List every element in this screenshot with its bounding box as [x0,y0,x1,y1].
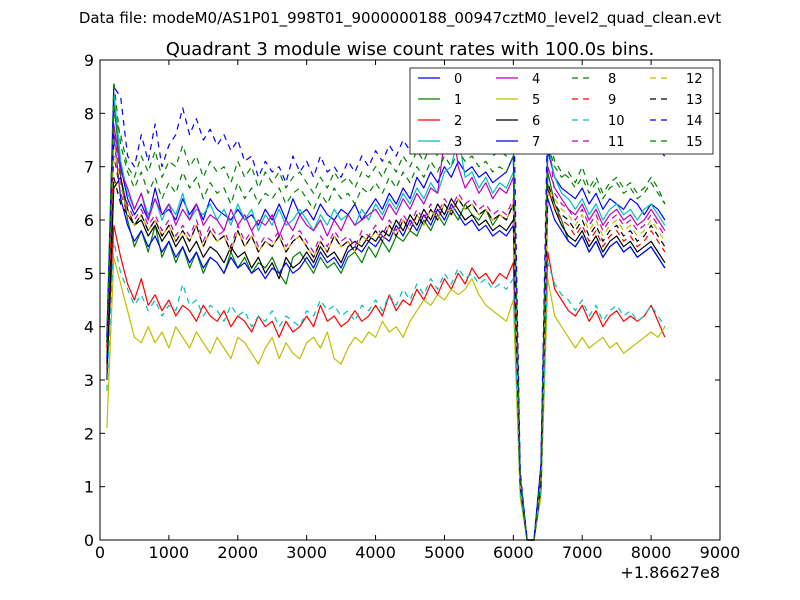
series-line-12 [106,139,666,541]
legend-label-3: 3 [454,135,462,150]
series-line-8 [106,80,666,541]
y-tick-label: 3 [84,371,94,390]
legend-label-11: 11 [608,135,625,150]
y-tick-label: 1 [84,478,94,497]
legend-label-4: 4 [532,72,540,87]
y-tick-label: 7 [84,158,94,177]
plot-frame [99,59,721,541]
x-tick-label: 3000 [286,543,327,562]
series-line-7 [106,134,666,541]
legend-label-10: 10 [608,114,625,129]
series-line-10 [106,240,666,541]
series-line-13 [106,176,666,541]
ticks-layer: 0 1000 2000 3000 4000 5000 6000 7000 8000 9000012… [84,51,741,562]
y-tick-label: 8 [84,104,94,123]
x-tick-label: 5000 [424,543,465,562]
legend-label-8: 8 [608,72,616,87]
y-tick-label: 2 [84,424,94,443]
x-tick-label: 7000 [562,543,603,562]
x-offset-label: +1.86627e8 [620,563,720,582]
series-line-5 [106,256,666,541]
series-line-11 [106,128,666,541]
y-tick-label: 6 [84,211,94,230]
legend-label-12: 12 [686,72,703,87]
x-tick-label: 6000 [493,543,534,562]
x-tick-label: 9000 [700,543,741,562]
series-line-4 [106,112,666,541]
legend-label-2: 2 [454,114,462,129]
series-line-2 [106,224,666,541]
legend-box [409,67,714,155]
series-layer [106,80,666,541]
series-line-14 [106,80,666,541]
x-tick-label: 8000 [631,543,672,562]
legend-label-5: 5 [532,93,540,108]
legend-label-15: 15 [686,135,703,150]
x-tick-label: 2000 [217,543,258,562]
series-line-3 [106,91,666,541]
x-tick-label: 0 [95,543,105,562]
legend-label-13: 13 [686,93,703,108]
x-tick-label: 1000 [149,543,190,562]
legend-label-6: 6 [532,114,540,129]
y-tick-label: 9 [84,51,94,70]
data-file-header: Data file: modeM0/AS1P01_998T01_90000001… [79,9,721,28]
legend-label-7: 7 [532,135,540,150]
x-tick-label: 4000 [355,543,396,562]
legend-label-14: 14 [686,114,703,129]
y-tick-label: 4 [84,318,94,337]
series-line-15 [106,112,666,541]
legend-label-9: 9 [608,93,616,108]
legend-label-0: 0 [454,72,462,87]
y-tick-label: 5 [84,264,94,283]
legend-label-1: 1 [454,93,462,108]
y-tick-label: 0 [84,531,94,550]
chart-title: Quadrant 3 module wise count rates with … [166,39,655,60]
